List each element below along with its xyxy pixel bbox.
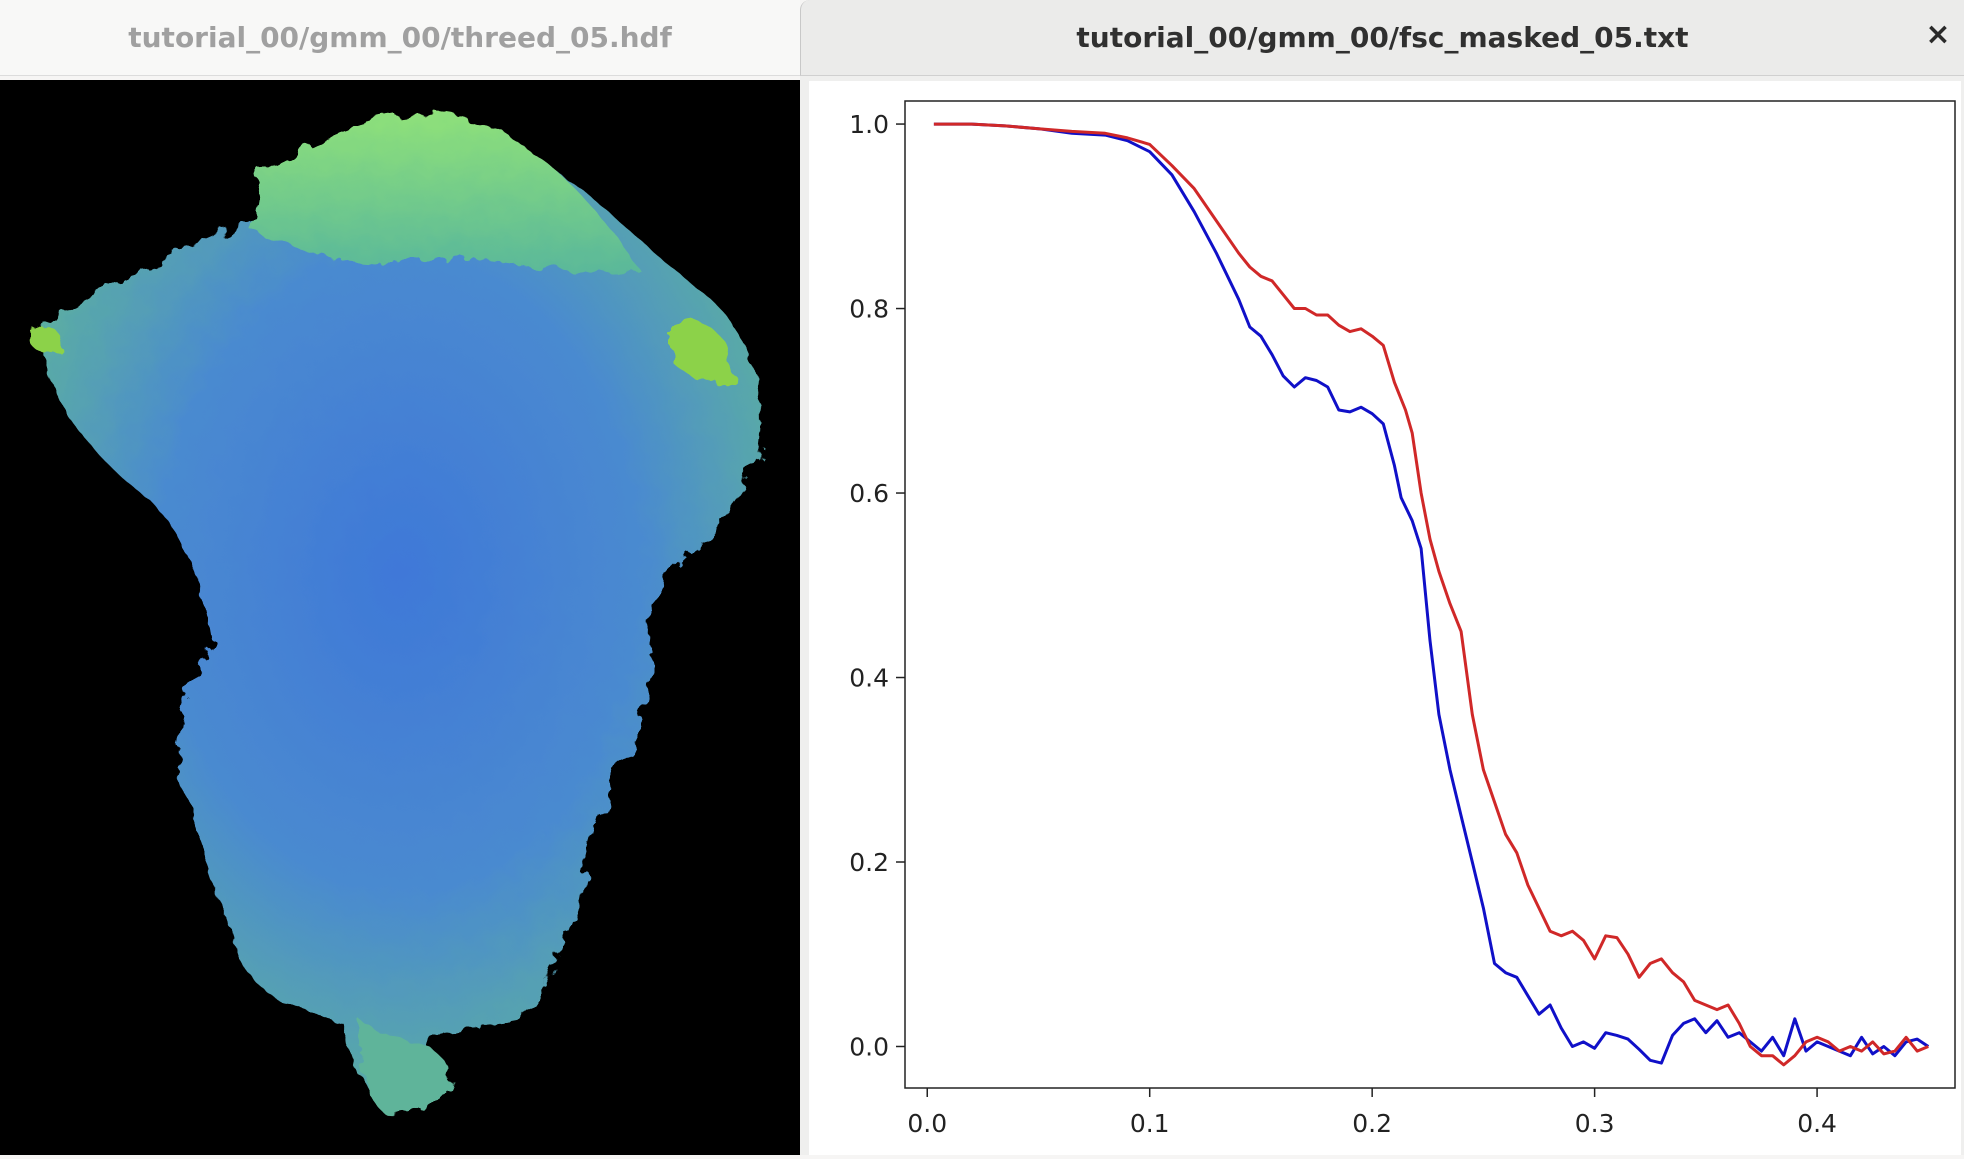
density-map-render bbox=[30, 114, 762, 1117]
x-tick-label: 0.2 bbox=[1352, 1109, 1392, 1138]
close-icon: × bbox=[1925, 16, 1951, 52]
fsc-plot: 0.0 0.1 0.2 0.3 0.4 0.0 0.2 0.4 0.6 0.8 1.0 bbox=[809, 81, 1961, 1155]
close-window-button[interactable]: × bbox=[1918, 14, 1958, 54]
y-tick-label: 0.2 bbox=[849, 848, 889, 877]
fsc-series-line-1 bbox=[933, 122, 1930, 1065]
x-tick-label: 0.3 bbox=[1575, 1109, 1615, 1138]
x-tick-label: 0.1 bbox=[1130, 1109, 1170, 1138]
plot-axes-frame bbox=[904, 100, 1956, 1089]
left-window-title: tutorial_00/gmm_00/threed_05.hdf bbox=[128, 21, 672, 54]
y-tick-label: 0.6 bbox=[849, 479, 889, 508]
3d-volume-viewer[interactable] bbox=[0, 80, 800, 1155]
y-tick-label: 0.8 bbox=[849, 295, 889, 324]
right-window-titlebar[interactable]: tutorial_00/gmm_00/fsc_masked_05.txt × bbox=[800, 0, 1964, 76]
y-tick-label: 1.0 bbox=[849, 110, 889, 139]
left-window-titlebar[interactable]: tutorial_00/gmm_00/threed_05.hdf bbox=[0, 0, 800, 76]
figure-background bbox=[809, 81, 1961, 1155]
fsc-plot-panel[interactable]: 0.0 0.1 0.2 0.3 0.4 0.0 0.2 0.4 0.6 0.8 1.0 bbox=[800, 76, 1964, 1155]
y-tick-label: 0.4 bbox=[849, 664, 889, 693]
x-tick-label: 0.4 bbox=[1797, 1109, 1837, 1138]
x-tick-label: 0.0 bbox=[907, 1109, 947, 1138]
y-tick-label: 0.0 bbox=[849, 1032, 889, 1061]
right-window-title: tutorial_00/gmm_00/fsc_masked_05.txt bbox=[1076, 21, 1689, 54]
fsc-series-line-2 bbox=[933, 122, 1929, 1067]
